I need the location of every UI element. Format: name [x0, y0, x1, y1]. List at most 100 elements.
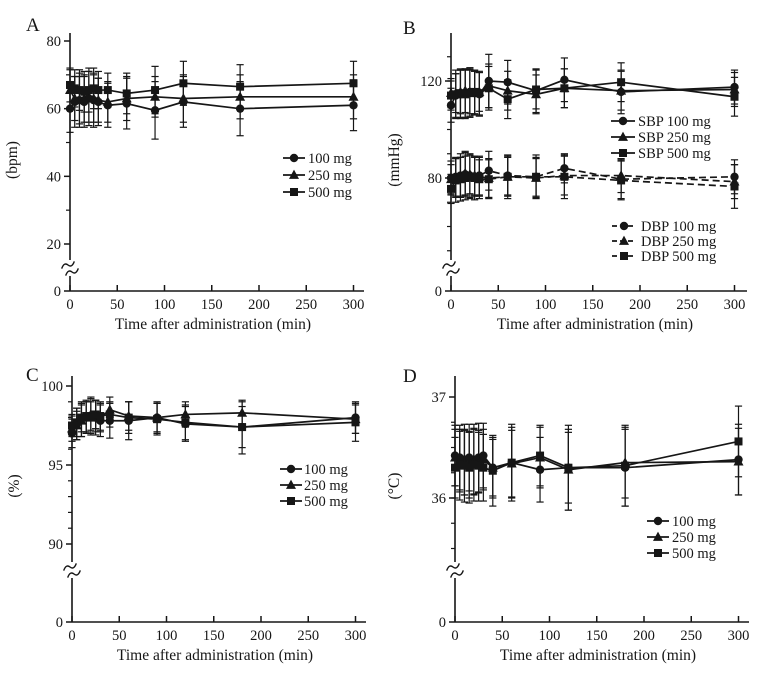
series-250-mg [65, 69, 359, 125]
legend-label: SBP 500 mg [638, 146, 711, 162]
square-marker [465, 172, 474, 181]
axis-break-icon [60, 260, 80, 276]
square-marker [84, 86, 93, 95]
x-tick-label: 50 [112, 628, 127, 644]
x-tick-label: 200 [633, 628, 655, 644]
legend-entry-500-mg: 500 mg [283, 185, 352, 201]
y-tick-label: 80 [47, 34, 62, 50]
square-marker [89, 84, 98, 93]
legend-label: 500 mg [672, 546, 716, 562]
series-dbp-500-mg [447, 154, 739, 209]
panel-letter-d: D [403, 366, 417, 387]
square-marker [91, 410, 100, 419]
triangle-legend-icon [618, 131, 628, 141]
legend-entry-250-mg: 250 mg [647, 530, 716, 546]
x-tick-label: 150 [203, 628, 225, 644]
square-marker [734, 437, 743, 446]
x-axis-label: Time after administration (min) [115, 316, 311, 333]
square-marker [475, 175, 484, 184]
circle-legend-icon [618, 116, 628, 126]
square-marker [503, 172, 512, 181]
legend-label: 500 mg [308, 185, 352, 201]
y-tick-label: 20 [47, 237, 62, 253]
panel-b-chart: B 0 80 120 0 50 100 150 200 250 300 Time after admi… [386, 18, 747, 333]
y-tick-label: 95 [49, 458, 64, 474]
square-marker [68, 421, 76, 430]
square-marker [80, 87, 89, 96]
legend-label: 250 mg [304, 478, 348, 494]
square-marker [507, 458, 516, 467]
square-marker [72, 418, 81, 427]
legend-label: 500 mg [304, 494, 348, 510]
square-marker [66, 80, 74, 89]
legend-label: 100 mg [304, 462, 348, 478]
square-marker [617, 78, 626, 87]
legend-entry-dbp-250-mg: DBP 250 mg [612, 234, 716, 250]
legend-label: SBP 250 mg [638, 130, 711, 146]
square-marker [536, 451, 545, 460]
square-marker [484, 84, 493, 93]
triangle-legend-icon [619, 235, 629, 245]
square-legend-icon [290, 188, 298, 196]
x-tick-label: 150 [582, 297, 604, 313]
y-tick-label: 0 [435, 284, 442, 300]
square-marker [70, 84, 79, 93]
square-marker [455, 460, 464, 469]
legend-entry-100-mg: 100 mg [280, 462, 348, 478]
legend-entry-dbp-100-mg: DBP 100 mg [612, 219, 716, 235]
x-tick-label: 150 [201, 297, 223, 313]
square-marker [470, 87, 479, 96]
y-axis-label: (°C) [386, 473, 403, 500]
square-marker [122, 89, 131, 98]
panel-letter-b: B [403, 18, 416, 39]
y-ticks: 0 90 95 100 [41, 379, 72, 631]
x-tick-label: 300 [343, 297, 365, 313]
circle-legend-icon [286, 464, 296, 474]
square-marker [86, 413, 95, 422]
square-marker [560, 84, 569, 93]
legend-entry-100-mg: 100 mg [647, 514, 716, 530]
legend-label: 100 mg [308, 151, 352, 167]
y-ticks: 0 80 120 [420, 56, 451, 300]
square-marker [470, 174, 479, 182]
square-marker [532, 85, 541, 94]
square-marker [456, 175, 465, 184]
square-marker [96, 412, 105, 421]
legend-label: DBP 250 mg [641, 234, 716, 250]
x-ticks: 0 50 100 150 200 250 300 [66, 285, 364, 313]
y-axis-label: (bpm) [4, 141, 21, 179]
y-tick-label: 80 [428, 171, 443, 187]
x-tick-label: 200 [250, 628, 272, 644]
legend-entry-500-mg: 500 mg [280, 494, 348, 510]
legend-entry-250-mg: 250 mg [283, 168, 352, 184]
series-sbp-500-mg [447, 62, 739, 120]
x-tick-label: 0 [66, 297, 73, 313]
square-marker [474, 461, 483, 470]
panel-c-chart: C 0 90 95 100 0 50 100 150 200 250 300 Time after ad… [6, 365, 366, 664]
square-legend-icon [620, 252, 628, 260]
x-tick-label: 100 [539, 628, 561, 644]
axes [454, 376, 749, 623]
x-tick-label: 150 [586, 628, 608, 644]
panel-letter-a: A [26, 15, 40, 36]
square-marker [124, 413, 133, 422]
x-tick-label: 250 [295, 297, 317, 313]
legend-label: DBP 100 mg [641, 219, 716, 235]
axis-break-icon [445, 562, 465, 578]
legend-entry-sbp-500-mg: SBP 500 mg [611, 146, 711, 162]
square-marker [461, 90, 470, 99]
square-legend-icon [287, 497, 295, 505]
x-tick-label: 300 [724, 297, 746, 313]
square-marker [479, 463, 488, 472]
legend-label: 250 mg [308, 168, 352, 184]
square-marker [465, 463, 474, 472]
square-marker [349, 79, 358, 88]
legend-label: 250 mg [672, 530, 716, 546]
x-ticks: 0 50 100 150 200 250 300 [68, 616, 366, 644]
x-tick-label: 100 [535, 297, 557, 313]
axis-break-icon [441, 260, 461, 276]
square-marker [179, 79, 188, 88]
circle-legend-icon [653, 516, 663, 526]
